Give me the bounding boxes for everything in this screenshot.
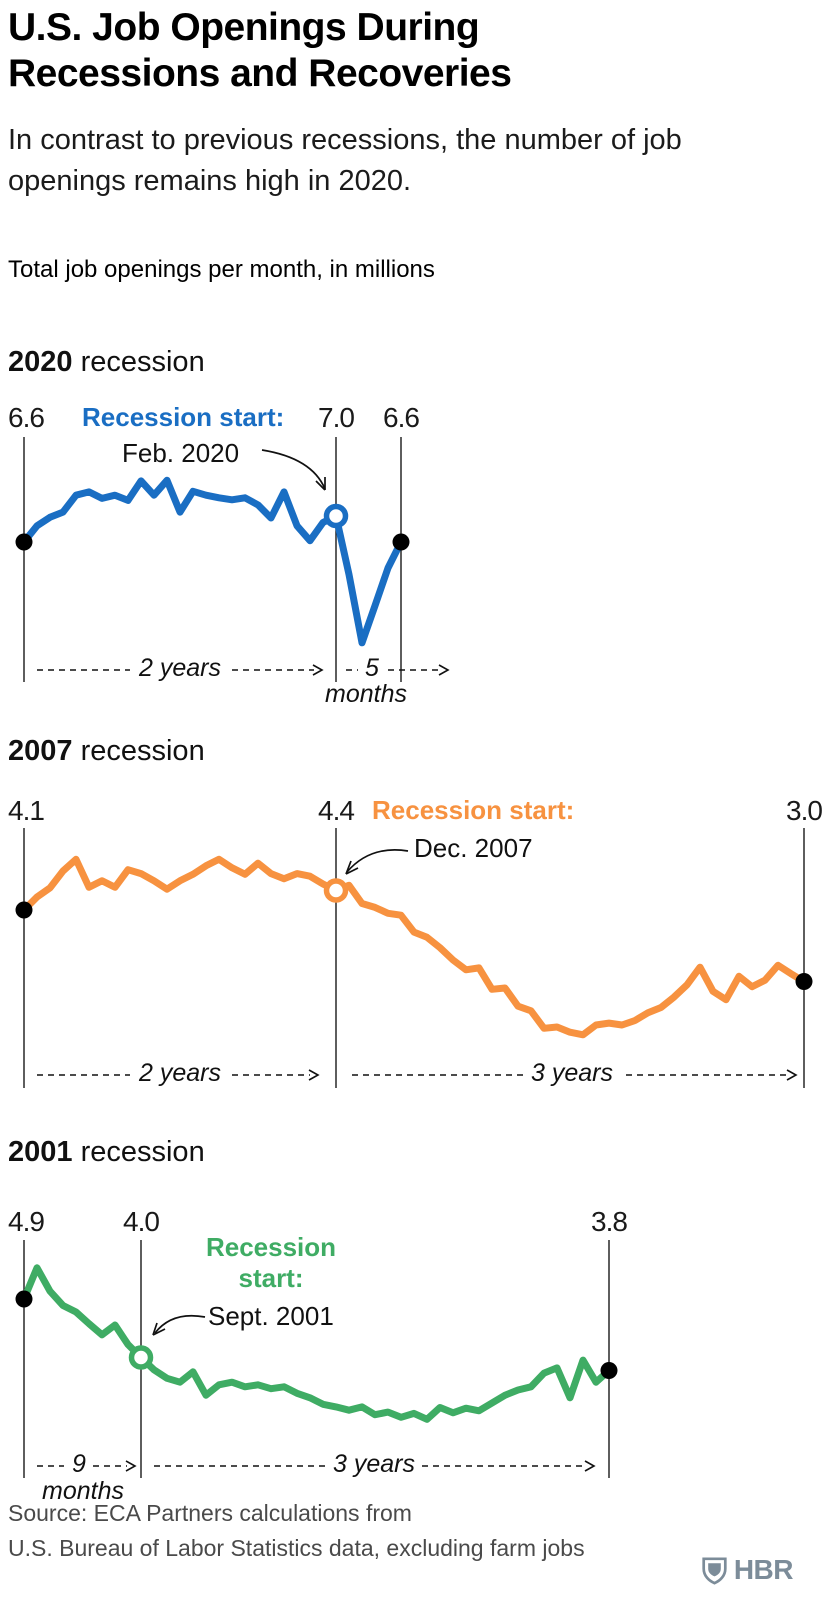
- units-label: Total job openings per month, in million…: [8, 256, 435, 283]
- pre-span-label-2001: 9: [72, 1450, 86, 1478]
- value-label-end-2007: 3.0: [786, 795, 823, 826]
- recession-start-label-2020: Recession start:: [82, 402, 285, 432]
- recession-start-label-2001: Recession start:: [205, 1232, 337, 1293]
- section-word: recession: [80, 1136, 205, 1168]
- hbr-logo-text: HBR: [733, 1554, 794, 1585]
- post-span-label-2020: 5: [365, 654, 379, 682]
- section-word: recession: [80, 735, 205, 767]
- recession-date-2007: Dec. 2007: [414, 833, 533, 863]
- value-label-recession-2020: 7.0: [318, 402, 355, 433]
- value-label-end-2001: 3.8: [591, 1206, 628, 1237]
- value-label-start-2020: 6.6: [8, 402, 45, 433]
- post-span-unit-2020: months: [325, 680, 407, 708]
- value-label-recession-2001: 4.0: [123, 1206, 160, 1237]
- post-span-label-2001: 3 years: [333, 1450, 415, 1478]
- recession-start-label-2007: Recession start:: [372, 795, 575, 825]
- value-label-end-2020: 6.6: [383, 402, 420, 433]
- pre-span-label-2020: 2 years: [139, 654, 221, 682]
- recession-date-2001: Sept. 2001: [208, 1301, 334, 1331]
- section-title-2007: 2007 recession: [8, 735, 205, 768]
- value-label-recession-2007: 4.4: [318, 795, 355, 826]
- hbr-logo: HBR: [701, 1554, 794, 1586]
- pre-span-label-2007: 2 years: [139, 1059, 221, 1087]
- recession-date-2020: Feb. 2020: [122, 438, 240, 468]
- section-title-2001: 2001 recession: [8, 1136, 205, 1169]
- page-title: U.S. Job Openings During Recessions and …: [8, 6, 512, 96]
- source-line-2: U.S. Bureau of Labor Statistics data, ex…: [8, 1535, 585, 1561]
- section-title-2020: 2020 recession: [8, 346, 205, 379]
- section-word: recession: [80, 346, 205, 378]
- section-year: 2020: [8, 346, 73, 378]
- value-label-start-2007: 4.1: [8, 795, 45, 826]
- value-label-start-2001: 4.9: [8, 1206, 45, 1237]
- pre-span-unit-2001: months: [42, 1477, 124, 1505]
- hbr-shield-icon: [702, 1556, 727, 1585]
- source-line-1: Source: ECA Partners calculations from: [8, 1500, 412, 1526]
- page-subtitle: In contrast to previous recessions, the …: [8, 124, 682, 197]
- section-year: 2001: [8, 1136, 73, 1168]
- post-span-label-2007: 3 years: [531, 1059, 613, 1087]
- section-year: 2007: [8, 735, 73, 767]
